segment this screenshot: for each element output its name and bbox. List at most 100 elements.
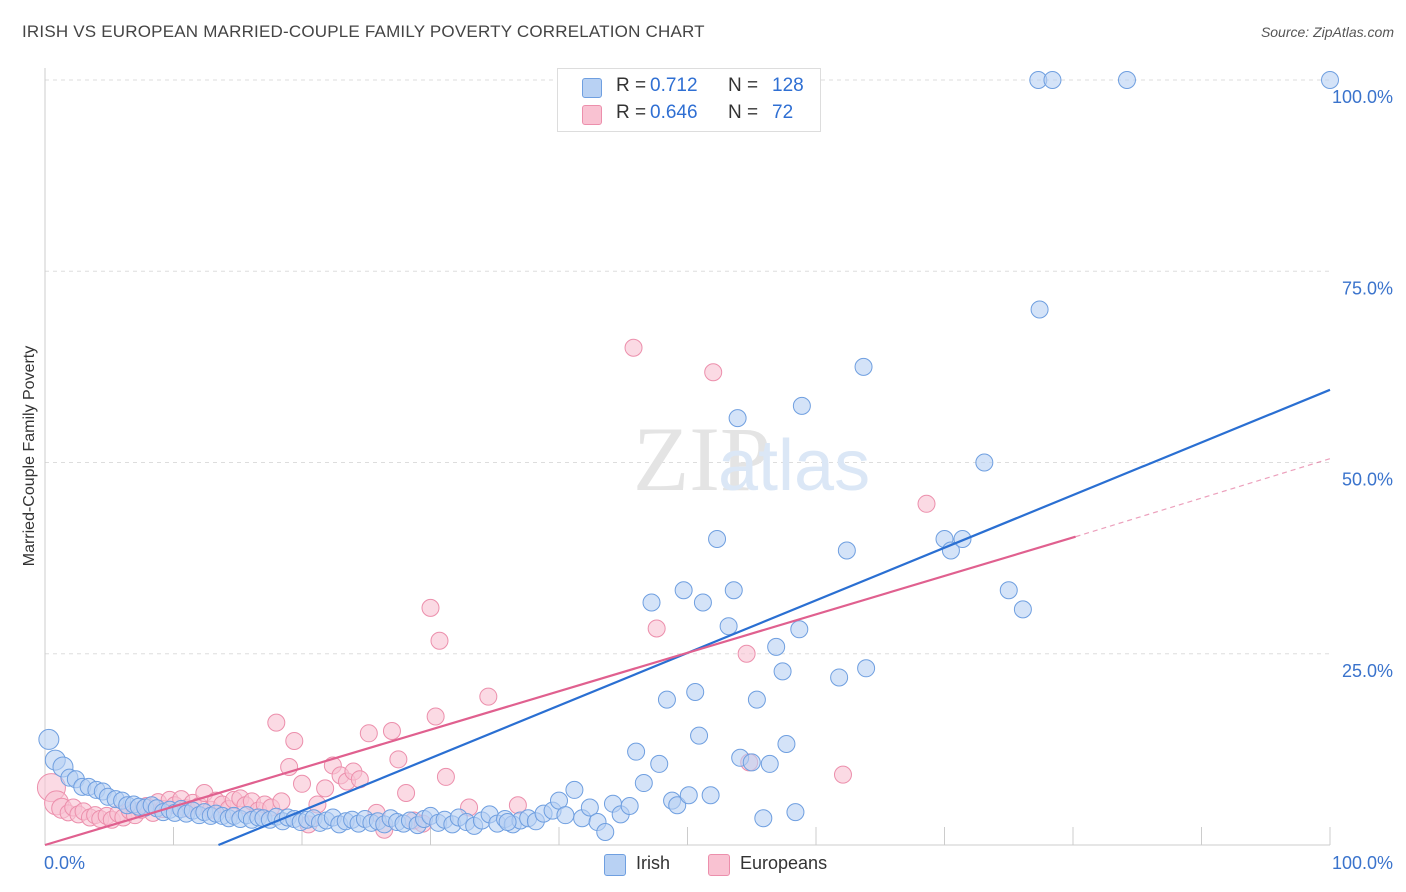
irish-point (767, 637, 786, 656)
europeans-point (426, 707, 445, 726)
europeans-point (285, 731, 304, 750)
n-value: 128 (772, 75, 804, 96)
y-axis-label: Married-Couple Family Poverty (21, 346, 38, 567)
irish-point (642, 593, 661, 612)
irish-point (580, 798, 599, 817)
grid-lines (45, 79, 1330, 655)
watermark: ZIP atlas (633, 408, 870, 510)
europeans-point (647, 619, 666, 638)
irish-point (857, 659, 876, 678)
source-attribution: Source: ZipAtlas.com (1260, 24, 1394, 40)
x-tick-label: 100.0% (1332, 853, 1393, 873)
europeans-point (624, 338, 643, 357)
tick-labels: 25.0% 50.0% 75.0% 100.0% 0.0% 100.0% (44, 87, 1393, 873)
irish-point (719, 617, 738, 636)
irish-point (1117, 71, 1136, 89)
n-value: 72 (772, 102, 794, 123)
irish-point (773, 662, 792, 681)
trend-lines (44, 388, 1331, 847)
irish-point (708, 530, 727, 548)
axes (44, 68, 1331, 846)
europeans-point (833, 765, 852, 784)
europeans-point (704, 363, 723, 382)
irish-swatch (604, 854, 626, 876)
europeans-point (382, 722, 401, 741)
irish-point (975, 453, 994, 472)
irish-point (760, 754, 779, 773)
europeans-point (436, 767, 455, 786)
europeans-swatch (582, 105, 602, 125)
irish-trend-line (218, 388, 1331, 847)
europeans-trend-line (44, 535, 1076, 847)
europeans-point (421, 598, 440, 617)
europeans-point (479, 687, 498, 706)
europeans-point (389, 750, 408, 769)
irish-point (792, 396, 811, 415)
irish-point (620, 796, 639, 815)
irish-point (674, 581, 693, 600)
irish-point (724, 581, 743, 600)
irish-point (747, 690, 766, 709)
r-value: 0.712 (650, 75, 698, 96)
y-tick-label: 75.0% (1342, 278, 1393, 298)
chart-title: IRISH VS EUROPEAN MARRIED-COUPLE FAMILY … (22, 22, 705, 41)
europeans-points (36, 338, 936, 839)
irish-point (1013, 600, 1032, 619)
irish-swatch (582, 78, 602, 98)
irish-point (728, 409, 747, 428)
irish-point (742, 753, 761, 772)
irish-point (690, 726, 709, 745)
irish-point (837, 541, 856, 560)
n-label: N = (728, 102, 759, 123)
irish-point (701, 786, 720, 805)
irish-point (777, 735, 796, 754)
europeans-point (430, 631, 449, 650)
europeans-point (267, 713, 286, 732)
irish-point (1321, 71, 1339, 89)
europeans-point (737, 644, 756, 663)
y-tick-label: 25.0% (1342, 661, 1393, 681)
stats-legend: R = 0.712 N = 128 R = 0.646 N = 72 (557, 68, 821, 132)
irish-point (668, 796, 687, 815)
irish-point (693, 593, 712, 612)
r-label: R = (616, 75, 647, 96)
irish-point (657, 690, 676, 709)
irish-point (627, 742, 646, 761)
irish-point (1030, 300, 1049, 319)
europeans-point (293, 774, 311, 793)
irish-point (786, 803, 805, 822)
irish-point (754, 809, 773, 828)
europeans-point (917, 494, 936, 513)
europeans-point (397, 783, 416, 802)
irish-point (650, 754, 669, 773)
watermark-atlas: atlas (718, 426, 870, 506)
irish-point (830, 668, 849, 687)
y-tick-label: 50.0% (1342, 470, 1393, 490)
legend-label-irish: Irish (636, 853, 671, 873)
europeans-swatch (708, 854, 730, 876)
irish-point (854, 357, 873, 376)
irish-point (498, 813, 517, 832)
irish-point (596, 822, 615, 841)
irish-point (38, 728, 60, 750)
r-value: 0.646 (650, 102, 698, 123)
europeans-trend-extension (1075, 458, 1331, 538)
irish-point (556, 806, 575, 825)
irish-point (634, 774, 653, 793)
y-tick-label: 100.0% (1332, 87, 1393, 107)
irish-point (686, 683, 705, 701)
n-label: N = (728, 75, 759, 96)
europeans-point (359, 724, 378, 743)
irish-point (1043, 71, 1062, 89)
r-label: R = (616, 102, 647, 123)
irish-point (999, 581, 1018, 600)
europeans-point (316, 779, 335, 798)
x-tick-label: 0.0% (44, 853, 85, 873)
legend-label-europeans: Europeans (740, 853, 828, 873)
irish-point (565, 780, 584, 799)
irish-point (679, 786, 698, 805)
irish-points (38, 71, 1339, 841)
watermark-zip: ZIP (633, 408, 771, 510)
europeans-point (272, 792, 291, 811)
